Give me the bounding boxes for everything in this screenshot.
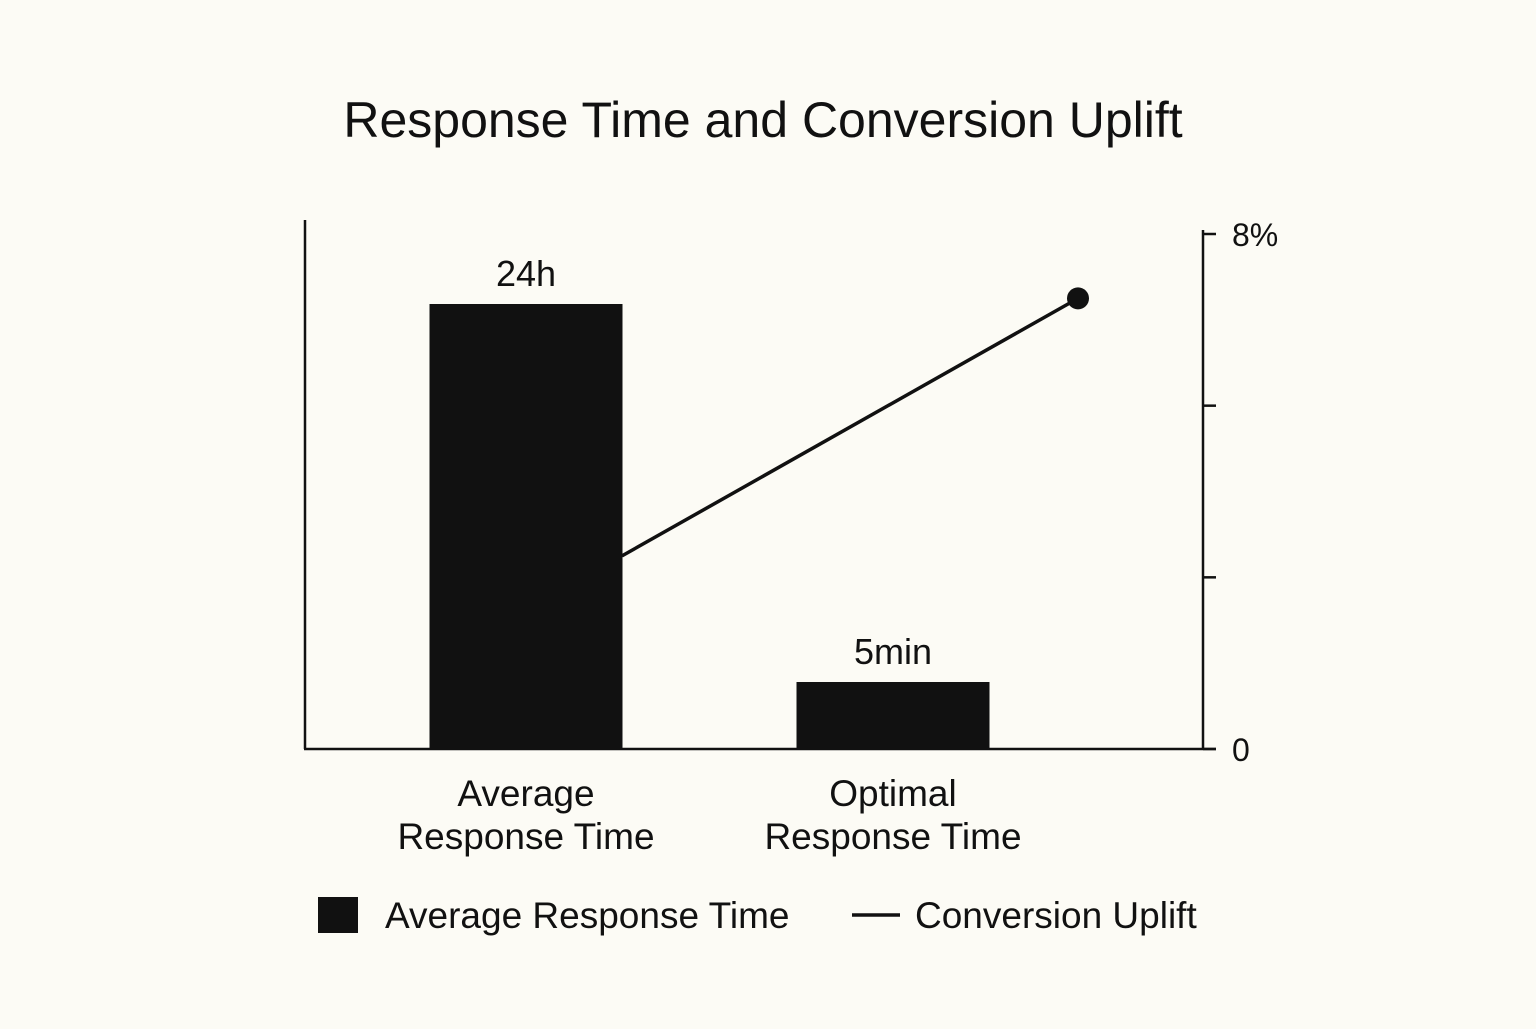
- right-axis-tick-label-1: 0: [1232, 732, 1250, 768]
- legend-label-line: Conversion Uplift: [915, 895, 1197, 936]
- conversion-uplift-point-end: [1067, 287, 1089, 310]
- right-axis-tick-label-4: 8%: [1232, 217, 1278, 253]
- bar-data-label-1: 24h: [496, 253, 556, 294]
- category-label-2: Optimal Response Time: [764, 773, 1021, 857]
- category-labels: Average Response Time Optimal Response Time: [397, 773, 1021, 857]
- legend-swatch-bar: [318, 897, 358, 933]
- legend: Average Response Time Conversion Uplift: [318, 895, 1197, 936]
- bar-data-label-2: 5min: [854, 631, 932, 672]
- category-label-1: Average Response Time: [397, 773, 654, 857]
- right-axis-ticks: 0 8%: [1203, 217, 1278, 768]
- bar-2: [796, 682, 990, 749]
- chart-title: Response Time and Conversion Uplift: [343, 92, 1182, 148]
- conversion-line-series: [621, 287, 1089, 558]
- legend-label-bar: Average Response Time: [385, 895, 790, 936]
- bar-data-labels: 24h 5min: [496, 253, 932, 672]
- bar-1: [429, 304, 623, 749]
- conversion-uplift-line: [621, 296, 1079, 558]
- bars: [429, 304, 990, 749]
